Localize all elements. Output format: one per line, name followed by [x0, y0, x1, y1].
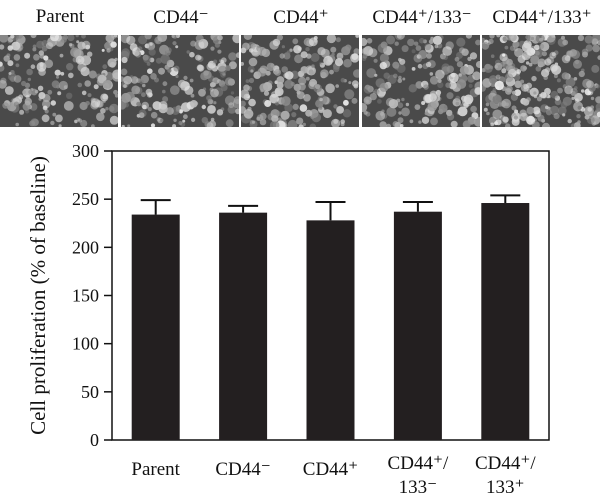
micrograph-image [241, 35, 359, 127]
x-tick-label: CD44⁺/ [475, 453, 536, 474]
bar-chart: 0 50 100 150 200 250 300 Cell proliferation (% … [26, 141, 550, 498]
bar [481, 203, 530, 440]
y-tick-label: 150 [72, 286, 99, 306]
bar [306, 220, 355, 440]
micrograph-label: CD44⁻ [153, 7, 209, 28]
x-tick-label: Parent [131, 459, 180, 480]
micrograph-label: CD44⁺/133⁺ [492, 7, 592, 28]
bar [393, 211, 442, 440]
x-tick-label: CD44⁻ [215, 459, 270, 480]
micrograph-label: CD44⁺ [273, 7, 329, 28]
y-tick-label: 50 [81, 382, 99, 402]
y-tick-label: 0 [90, 430, 99, 450]
x-tick-label: CD44⁺ [303, 459, 358, 480]
x-tick-label: CD44⁺/ [388, 453, 449, 474]
micrograph-label: Parent [35, 6, 85, 27]
micrograph-image [121, 35, 239, 127]
y-tick-label: 200 [72, 237, 99, 257]
y-tick-label: 100 [72, 334, 99, 354]
x-tick-label-line2: 133⁻ [399, 477, 438, 498]
y-tick-label: 300 [72, 141, 99, 161]
bar [131, 214, 180, 440]
x-tick-label-line2: 133⁺ [486, 477, 525, 498]
micrograph-label: CD44⁺/133⁻ [372, 7, 472, 28]
y-axis-label: Cell proliferation (% of baseline) [26, 156, 50, 435]
micrograph-image [482, 35, 600, 127]
bar [219, 212, 268, 440]
micrograph-image [362, 35, 480, 127]
y-tick-label: 250 [72, 189, 99, 209]
micrograph-image [0, 35, 118, 127]
